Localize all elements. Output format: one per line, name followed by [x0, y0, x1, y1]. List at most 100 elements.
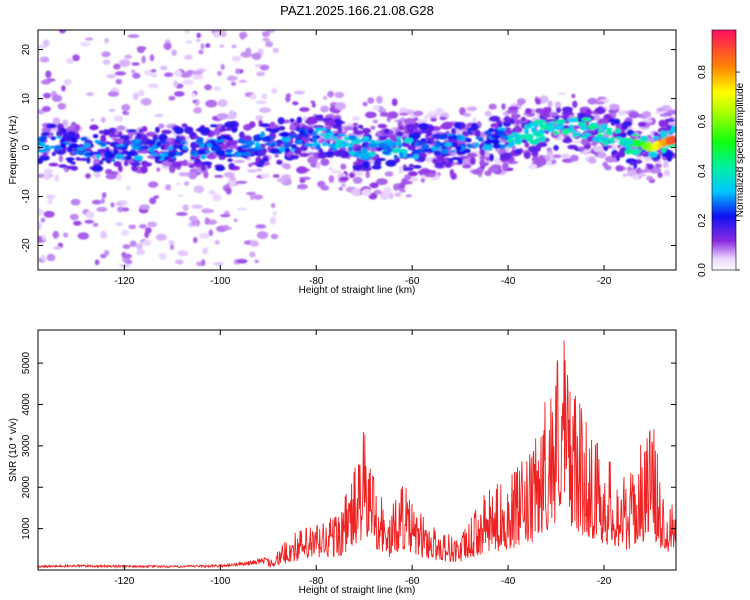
snr-x-label: Height of straight line (km) — [299, 585, 416, 596]
spectrogram-cell — [353, 161, 358, 166]
spectrogram-cell — [261, 173, 270, 179]
colorbar-step — [712, 76, 736, 79]
spectrogram-cell — [645, 142, 650, 147]
spectrogram-cell — [146, 139, 156, 145]
spectrogram-cell — [95, 153, 101, 159]
spectrogram-cell — [537, 137, 546, 142]
spectrogram-cell — [213, 262, 225, 266]
spectrogram-cell — [450, 149, 457, 153]
colorbar-step — [712, 226, 736, 229]
spectrogram-cell — [48, 162, 59, 167]
spectrogram-cell — [594, 126, 602, 129]
spectrogram-cell — [175, 212, 188, 216]
colorbar-step — [712, 236, 736, 239]
spectrogram-cell — [40, 79, 52, 85]
spectrogram-cell — [115, 173, 122, 181]
spectrogram-cell — [169, 165, 176, 174]
colorbar-step — [712, 174, 736, 177]
x-tick-label: -40 — [501, 276, 516, 287]
spectrogram-cell — [618, 110, 626, 116]
spectrogram-cell — [161, 141, 168, 145]
colorbar-step — [712, 44, 736, 47]
spectrogram-cell — [488, 103, 497, 110]
spectrogram-cell — [121, 104, 131, 112]
spectrogram-cell — [51, 151, 56, 157]
spectrogram-cell — [334, 102, 346, 111]
colorbar-step — [712, 200, 736, 203]
spectrogram-cell — [104, 150, 113, 156]
spectrogram-cell — [299, 179, 306, 183]
spectrogram-cell — [638, 121, 647, 128]
spectrogram-cell — [633, 162, 638, 170]
spectrogram-cell — [419, 159, 424, 163]
spectrogram-cell — [201, 259, 206, 267]
spectrogram-cell — [184, 181, 190, 186]
colorbar-step — [712, 128, 736, 131]
colorbar-step — [712, 162, 736, 165]
spectrogram-cell — [577, 146, 585, 151]
spectrogram-cell — [349, 134, 357, 141]
spectrogram-cell — [665, 118, 676, 123]
spectrogram-cell — [217, 70, 222, 77]
spectrogram-cell — [192, 74, 204, 80]
spectrogram-cell — [605, 130, 613, 136]
spectrogram-cell — [670, 125, 676, 132]
spectrogram-cell — [660, 148, 667, 154]
spectrogram-cell — [254, 142, 261, 148]
spectrogram-cell — [203, 170, 209, 179]
spectrogram-cell — [229, 176, 236, 181]
spectrogram-cell — [128, 224, 137, 230]
spectrogram-cell — [440, 123, 453, 130]
colorbar-step — [712, 214, 736, 217]
spectrogram-cell — [289, 118, 295, 123]
spectrogram-cell — [90, 118, 95, 122]
colorbar-step — [712, 78, 736, 81]
spectrogram-cell — [122, 244, 131, 250]
spectrogram-cell — [265, 128, 271, 132]
spectrogram-cell — [231, 55, 241, 62]
spectrogram-cell — [554, 101, 562, 110]
spectrogram-cell — [83, 142, 91, 148]
spectrogram-cell — [316, 161, 321, 169]
spectrogram-cell — [278, 126, 286, 131]
spectrogram-cell — [213, 31, 222, 38]
spectrogram-cell — [607, 118, 618, 123]
spectrogram-cell — [593, 145, 604, 153]
spectrogram-cell — [471, 169, 483, 175]
spectrogram-heatmap — [38, 30, 676, 268]
spectrogram-cell — [118, 165, 123, 173]
spectrogram-cell — [246, 169, 257, 173]
spectrogram-cell — [194, 157, 201, 165]
colorbar-step — [712, 210, 736, 213]
snr-frame — [37, 329, 677, 571]
spectrogram-cell — [239, 31, 248, 39]
spectrogram-cell — [101, 192, 107, 199]
spectrogram-cell — [73, 220, 82, 226]
spectrogram-cell — [304, 143, 315, 147]
spectrogram-cell — [216, 136, 223, 140]
spectrogram-cell — [216, 113, 229, 120]
spectrogram-cell — [272, 211, 277, 216]
spectrogram-cell — [256, 231, 269, 240]
spectrogram-cell — [100, 197, 106, 204]
spectrogram-cell — [360, 167, 372, 172]
spectrogram-cell — [62, 232, 69, 238]
spectrogram-cell — [276, 178, 286, 183]
spectrogram-cell — [488, 166, 500, 173]
colorbar-step — [712, 50, 736, 53]
spectrogram-cell — [524, 124, 533, 129]
spectrogram-cell — [115, 78, 123, 85]
spectrogram-cell — [91, 199, 102, 205]
colorbar-step — [712, 218, 736, 221]
spectrogram-cell — [274, 154, 279, 158]
spectrogram-cell — [467, 129, 472, 135]
spectrogram-cell — [151, 73, 158, 78]
spectrogram-cell — [136, 249, 146, 256]
spectrogram-cell — [168, 151, 176, 158]
colorbar-step — [712, 260, 736, 263]
spectrogram-cell — [178, 194, 184, 198]
spectrogram-cell — [42, 39, 50, 47]
spectrogram-cell — [347, 146, 354, 152]
spectrogram-cell — [70, 161, 76, 165]
spectrogram-cell — [126, 151, 135, 157]
